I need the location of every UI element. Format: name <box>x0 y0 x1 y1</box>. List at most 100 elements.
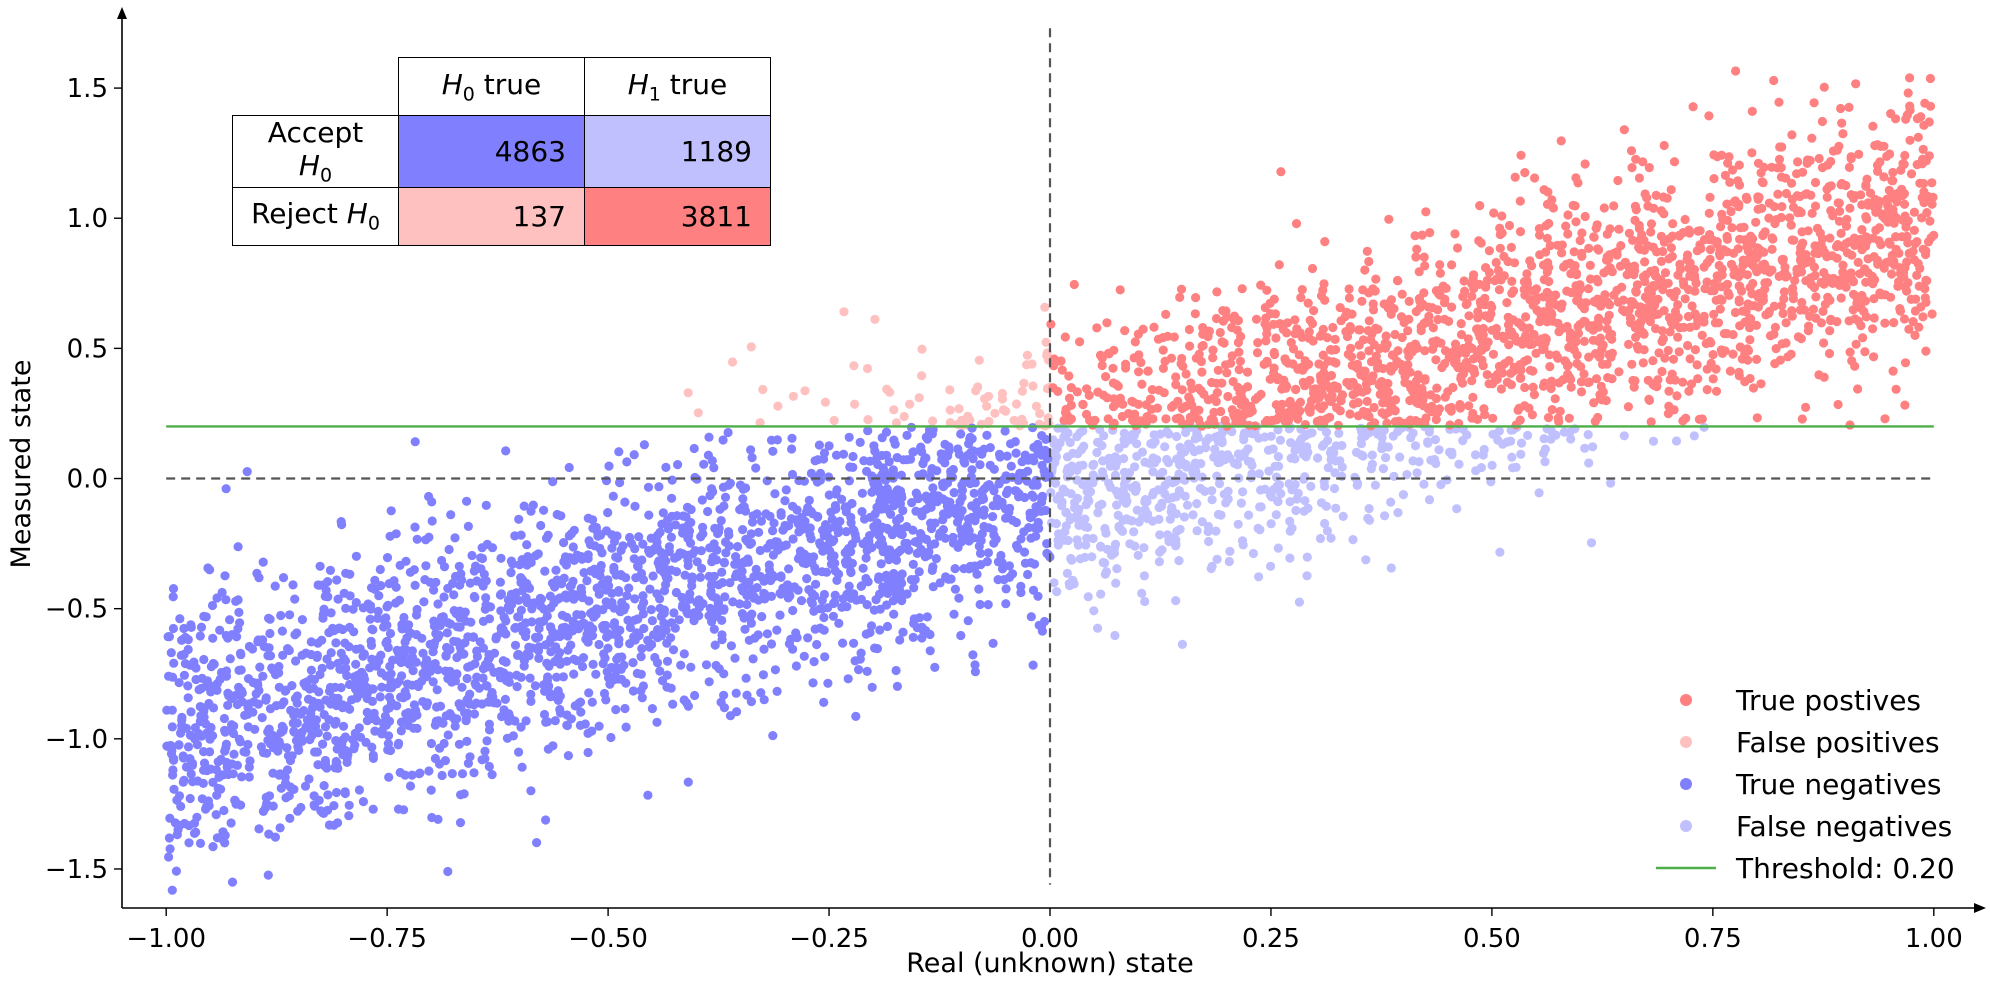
scatter-point <box>719 605 729 615</box>
scatter-point <box>1598 340 1608 350</box>
scatter-point <box>1752 267 1762 277</box>
scatter-point <box>1473 313 1483 323</box>
scatter-point <box>179 670 189 680</box>
scatter-point <box>817 595 827 605</box>
scatter-point <box>1196 459 1206 469</box>
scatter-point <box>683 520 693 531</box>
scatter-point <box>854 665 864 675</box>
scatter-point <box>1562 286 1572 296</box>
scatter-point <box>950 564 960 574</box>
scatter-point <box>186 707 196 717</box>
scatter-point <box>213 757 223 767</box>
scatter-point <box>1616 241 1626 251</box>
scatter-point <box>527 604 537 614</box>
scatter-point <box>1398 361 1408 371</box>
scatter-point <box>1819 268 1829 278</box>
scatter-point <box>180 659 190 669</box>
scatter-point <box>1758 230 1768 241</box>
scatter-point <box>1906 294 1916 304</box>
scatter-point <box>598 605 608 615</box>
scatter-point <box>362 693 372 704</box>
scatter-point <box>1031 401 1041 411</box>
scatter-point <box>1654 348 1664 358</box>
scatter-point <box>819 625 829 635</box>
scatter-point <box>1800 189 1810 199</box>
scatter-point <box>749 572 759 582</box>
scatter-point <box>394 738 404 749</box>
scatter-point <box>442 628 452 638</box>
scatter-point <box>545 591 555 601</box>
scatter-point <box>1634 242 1644 252</box>
scatter-point <box>1078 400 1088 410</box>
scatter-point <box>1640 257 1650 267</box>
scatter-point <box>611 552 621 562</box>
scatter-point <box>382 602 392 612</box>
scatter-point <box>984 416 994 426</box>
scatter-point <box>491 632 501 642</box>
scatter-point <box>1921 297 1931 307</box>
scatter-point <box>320 761 330 771</box>
scatter-point <box>1709 278 1719 289</box>
scatter-point <box>1543 258 1553 268</box>
scatter-point <box>1130 337 1140 347</box>
scatter-point <box>1131 484 1141 494</box>
scatter-point <box>1227 351 1237 361</box>
scatter-point <box>1876 141 1886 151</box>
scatter-point <box>1886 109 1896 119</box>
scatter-point <box>917 447 927 457</box>
scatter-point <box>1104 478 1114 488</box>
scatter-point <box>1142 513 1153 524</box>
scatter-point <box>768 526 778 536</box>
scatter-point <box>1421 207 1431 217</box>
scatter-point <box>274 770 284 780</box>
scatter-point <box>726 641 737 651</box>
scatter-point <box>822 540 833 550</box>
scatter-point <box>435 743 445 753</box>
scatter-point <box>584 596 594 606</box>
scatter-point <box>671 587 682 598</box>
scatter-point <box>661 573 672 583</box>
scatter-point <box>503 595 513 605</box>
scatter-point <box>1844 102 1854 112</box>
scatter-point <box>867 682 877 692</box>
scatter-point <box>1040 470 1050 480</box>
scatter-point <box>720 492 731 502</box>
scatter-point <box>341 568 351 578</box>
scatter-point <box>928 562 938 572</box>
scatter-point <box>1075 337 1085 347</box>
scatter-point <box>637 693 647 703</box>
scatter-point <box>568 542 578 552</box>
scatter-point <box>606 732 616 743</box>
scatter-point <box>983 391 994 401</box>
scatter-point <box>1769 329 1779 339</box>
scatter-point <box>1132 451 1142 461</box>
scatter-point <box>1397 332 1407 343</box>
scatter-point <box>902 589 912 599</box>
scatter-point <box>1781 318 1791 328</box>
scatter-point <box>902 430 912 440</box>
scatter-point <box>828 611 839 621</box>
scatter-point <box>1816 318 1826 328</box>
scatter-point <box>185 730 195 740</box>
scatter-point <box>1557 248 1567 258</box>
scatter-point <box>1580 211 1590 222</box>
scatter-point <box>504 709 514 719</box>
scatter-point <box>1626 313 1636 323</box>
scatter-point <box>1273 497 1283 507</box>
scatter-point <box>909 614 919 624</box>
scatter-point <box>630 544 640 554</box>
scatter-point <box>1704 208 1714 218</box>
scatter-point <box>1711 364 1721 374</box>
scatter-point <box>751 564 761 575</box>
scatter-point <box>1412 398 1422 408</box>
scatter-point <box>258 557 268 567</box>
scatter-point <box>569 525 579 535</box>
scatter-point <box>468 632 478 642</box>
scatter-point <box>838 449 849 459</box>
scatter-point <box>770 665 781 675</box>
scatter-point <box>184 838 194 848</box>
scatter-point <box>320 591 330 602</box>
scatter-point <box>888 596 898 606</box>
scatter-point <box>1672 391 1682 401</box>
scatter-point <box>1186 378 1196 388</box>
